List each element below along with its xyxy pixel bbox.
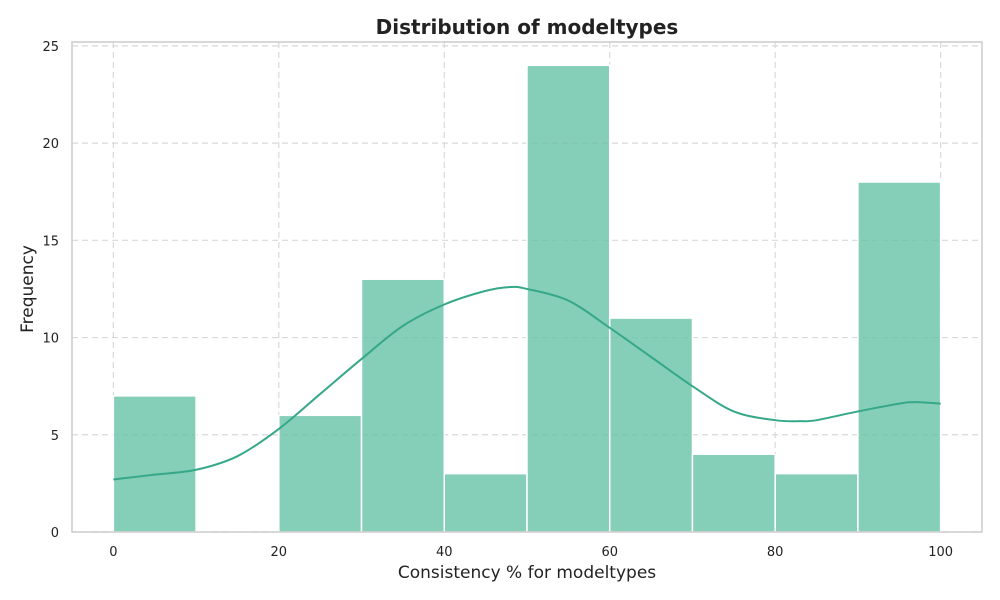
y-tick-label: 25	[42, 40, 59, 55]
kde-curve	[113, 285, 941, 481]
histogram-bar	[691, 453, 776, 533]
tick-labels: 0 20 40 60 80 100 0 5 10 15 20 25	[42, 40, 953, 560]
kde-curve-layer	[113, 285, 941, 481]
x-tick-label: 40	[436, 545, 453, 560]
y-tick-label: 10	[42, 332, 59, 347]
plot-frame	[71, 41, 983, 533]
y-axis-label: Frequency	[18, 245, 38, 333]
histogram-bar	[526, 64, 611, 533]
histogram-bar	[608, 317, 694, 533]
plot-border	[71, 41, 983, 533]
x-tick-label: 20	[271, 545, 288, 560]
histogram-bar	[360, 278, 446, 533]
x-tick-label: 100	[928, 545, 953, 560]
x-tick-label: 60	[601, 545, 618, 560]
histogram-bar	[443, 472, 528, 533]
histogram-bar	[278, 414, 363, 533]
histogram-bars	[112, 64, 942, 533]
y-tick-label: 20	[42, 137, 59, 152]
y-tick-label: 0	[51, 526, 59, 541]
histogram-bar	[112, 395, 197, 533]
chart-title: Distribution of modeltypes	[376, 15, 679, 39]
y-tick-label: 15	[42, 234, 59, 249]
y-tick-label: 5	[51, 429, 59, 444]
histogram-bar	[774, 472, 859, 533]
x-axis-label: Consistency % for modeltypes	[398, 563, 656, 583]
x-tick-label: 0	[109, 545, 117, 560]
x-tick-label: 80	[767, 545, 784, 560]
histogram-bar	[857, 181, 942, 533]
